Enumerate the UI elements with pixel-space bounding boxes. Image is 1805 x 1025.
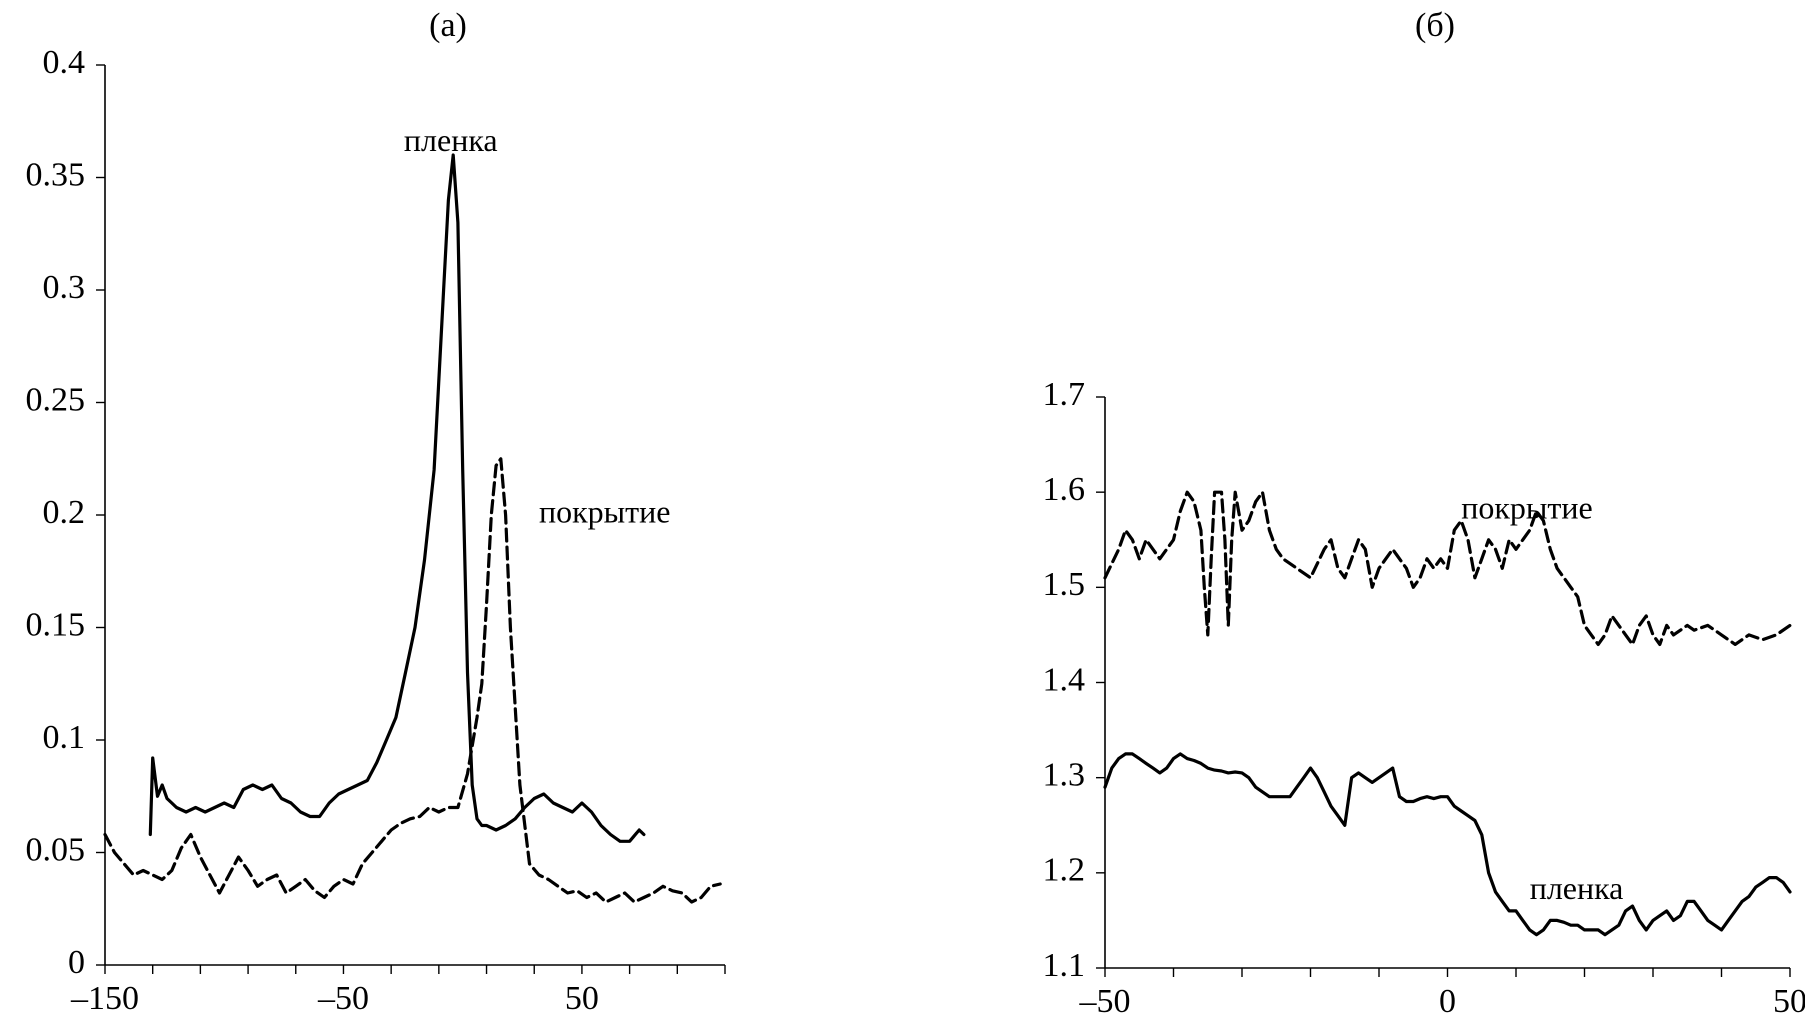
panel-b-y-tick-label: 1.4 [1043, 661, 1086, 698]
panel-a-x-tick-label: –50 [317, 980, 369, 1017]
panel-a-y-tick-label: 0.3 [43, 269, 86, 306]
panel-b-y-tick-label: 1.3 [1043, 756, 1086, 793]
panel-b-chart: (б) 1.1 1.2 1.3 1.4 1.5 1.6 1.7 –50 0 50 покрытие пл… [1043, 7, 1805, 1020]
panel-b-y-tick-label: 1.5 [1043, 566, 1086, 603]
panel-a-y-tick-label: 0.2 [43, 494, 86, 531]
panel-a-y-tick-label: 0.4 [43, 44, 86, 81]
panel-a-series-coating-label: покрытие [539, 493, 670, 529]
panel-b-x-tick-label: 0 [1439, 983, 1456, 1020]
panel-b-x-tick-label: –50 [1079, 983, 1131, 1020]
panel-b-y-tick-label: 1.1 [1043, 947, 1086, 984]
panel-a-series-film-label: пленка [404, 122, 498, 158]
panel-a-y-tick-label: 0 [68, 944, 85, 981]
panel-a-series-coating-line [103, 457, 722, 904]
panel-b-series-coating-line [1103, 490, 1792, 647]
panel-b-label: (б) [1415, 7, 1455, 44]
panel-b-y-tick-label: 1.2 [1043, 852, 1086, 889]
panel-a-x-tick-label: 50 [565, 980, 599, 1017]
panel-a-series-film-line [148, 153, 646, 843]
panel-a-x-tick-label: –150 [70, 980, 139, 1017]
panel-a-y-tick-label: 0.1 [43, 719, 86, 756]
panel-b-x-tick-label: 50 [1773, 983, 1805, 1020]
panel-b-y-tick-label: 1.7 [1043, 376, 1086, 413]
panel-a-label: (а) [429, 7, 467, 44]
panel-b-y-tick-label: 1.6 [1043, 471, 1086, 508]
panel-b-series-film-label: пленка [1530, 870, 1624, 906]
panel-b-series-film-line [1103, 752, 1792, 937]
panel-b-series-coating-label: покрытие [1461, 490, 1592, 526]
panel-a-y-tick-label: 0.05 [26, 831, 86, 868]
panel-a-y-tick-label: 0.15 [26, 606, 86, 643]
panel-a-y-tick-label: 0.25 [26, 381, 86, 418]
panel-a-y-tick-label: 0.35 [26, 156, 86, 193]
panel-a-chart: (а) 0 0.05 0.1 0.15 0.2 0.25 0.3 0.35 0.4 –150 –50 5… [26, 7, 726, 1017]
